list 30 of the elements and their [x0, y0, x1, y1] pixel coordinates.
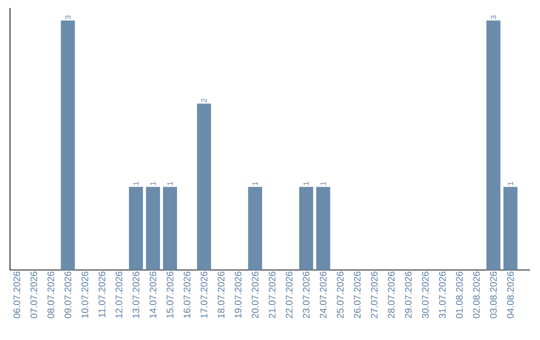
- x-tick-label: 15.07.2026: [166, 272, 174, 318]
- x-tick-label: 18.07.2026: [218, 272, 224, 318]
- x-tick-label: 08.07.2026: [48, 272, 54, 318]
- x-tick-label: 06.07.2026: [13, 272, 20, 318]
- x-tick-label: 14.07.2026: [150, 272, 156, 318]
- x-tick-label: 02.08.2026: [473, 272, 480, 318]
- x-tick-label: 26.07.2026: [354, 272, 361, 318]
- x-tick-label: 28.07.2026: [388, 272, 395, 318]
- x-tick-label: 24.07.2026: [320, 272, 327, 318]
- x-tick-label: 21.07.2026: [268, 272, 276, 318]
- x-tick-label: 13.07.2026: [132, 272, 140, 318]
- x-tick-label: 17.07.2026: [200, 272, 208, 318]
- x-tick-label: 03.08.2026: [490, 272, 497, 318]
- x-tick-label: 10.07.2026: [82, 272, 88, 318]
- x-tick-label: 23.07.2026: [302, 272, 310, 318]
- x-tick-label: 29.07.2026: [404, 272, 412, 318]
- x-tick-label: 20.07.2026: [252, 272, 258, 318]
- x-tick-label: 19.07.2026: [234, 272, 242, 318]
- x-tick-label: 22.07.2026: [286, 272, 293, 318]
- x-tick-label: 16.07.2026: [184, 272, 190, 318]
- x-tick-label: 11.07.2026: [98, 272, 106, 318]
- x-tick-label: 27.07.2026: [370, 272, 378, 318]
- x-tick-label: 04.08.2026: [507, 272, 514, 318]
- x-tick-label: 07.07.2026: [30, 272, 38, 318]
- x-tick-label: 30.07.2026: [422, 272, 429, 318]
- x-tick-label: 12.07.2026: [116, 272, 122, 318]
- x-tick-label: 01.08.2026: [456, 272, 463, 318]
- x-tick-label: 31.07.2026: [438, 272, 446, 318]
- x-tick-label: 25.07.2026: [336, 272, 344, 318]
- x-tick-label: 09.07.2026: [64, 272, 72, 318]
